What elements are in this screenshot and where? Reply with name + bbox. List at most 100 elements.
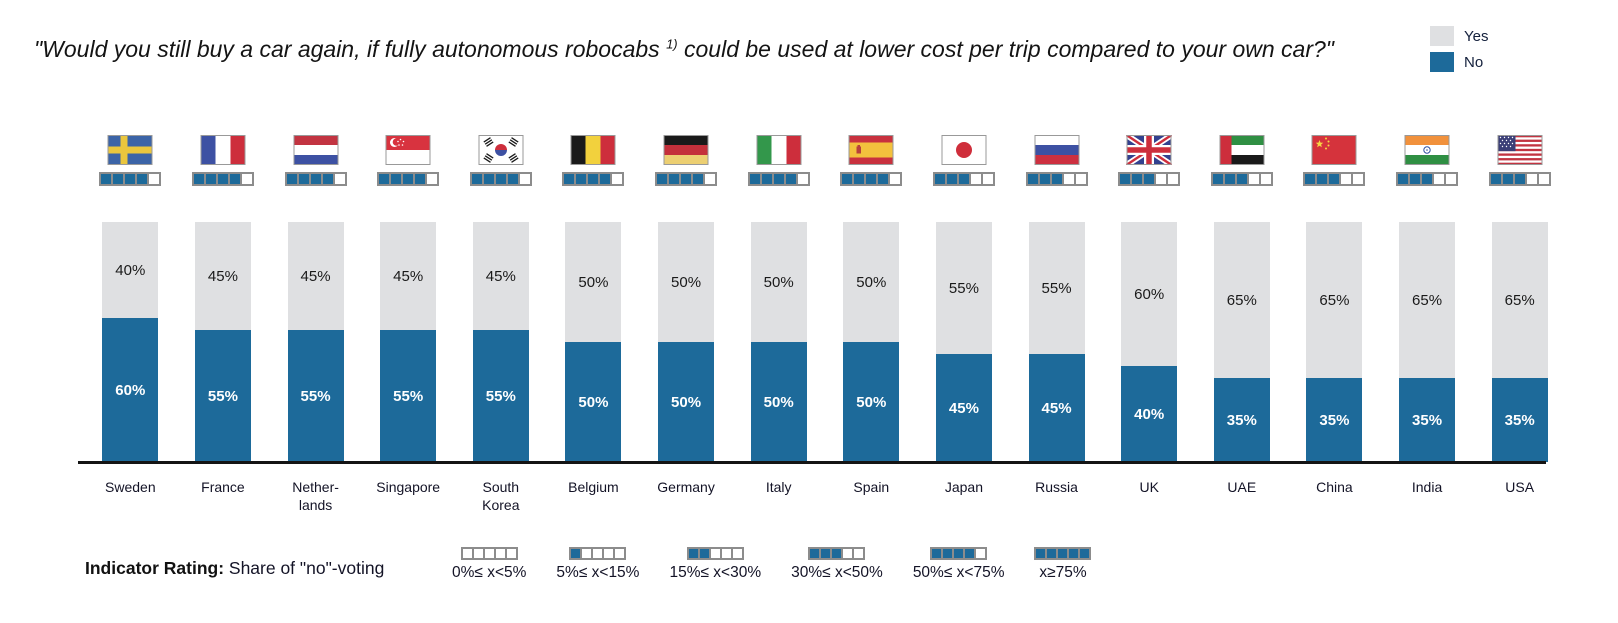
yes-percent-label: 65% xyxy=(1226,291,1257,309)
country-label: Singapore xyxy=(376,479,441,495)
bar-segment-yes: 55% xyxy=(1028,222,1085,354)
indicator-rating xyxy=(377,172,440,186)
flag-russia-icon xyxy=(1034,135,1080,165)
flag-spain-icon xyxy=(848,135,894,165)
no-percent-label: 35% xyxy=(1412,411,1443,429)
bar-segment-yes: 50% xyxy=(658,222,715,342)
country-label: USA xyxy=(1505,479,1535,495)
rating-square-empty xyxy=(504,547,518,560)
country-column-france: 45% 55% France xyxy=(177,135,270,514)
chart-title-suffix: could be used at lower cost per trip com… xyxy=(677,36,1334,62)
bar-segment-no: 50% xyxy=(658,342,715,462)
indicator-rating xyxy=(655,172,718,186)
no-percent-label: 45% xyxy=(1041,399,1072,417)
bar-segment-yes: 45% xyxy=(194,222,251,330)
no-percent-label: 55% xyxy=(393,387,424,405)
indicator-rating xyxy=(1118,172,1181,186)
no-percent-label: 55% xyxy=(485,387,516,405)
rating-bin-label: 15%≤ x<30% xyxy=(669,564,762,581)
bar-segment-yes: 60% xyxy=(1121,222,1178,366)
country-label: Sweden xyxy=(105,479,156,495)
country-label: UK xyxy=(1139,479,1159,495)
country-column-usa: 65% 35% USA xyxy=(1473,135,1566,514)
legend-swatch-no xyxy=(1430,52,1454,72)
country-column-italy: 50% 50% Italy xyxy=(732,135,825,514)
bar-segment-no: 60% xyxy=(102,318,159,462)
rating-bin: 50%≤ x<75% xyxy=(913,547,1004,582)
indicator-rating xyxy=(469,172,532,186)
stacked-bar: 65% 35% xyxy=(1306,222,1363,462)
rating-square-empty xyxy=(1166,172,1181,186)
stacked-bar: 45% 55% xyxy=(380,222,437,462)
rating-bin: x≥75% xyxy=(1034,547,1092,582)
bar-segment-yes: 55% xyxy=(935,222,992,354)
rating-square-empty xyxy=(852,547,866,560)
rating-square-empty xyxy=(239,172,254,186)
flag-japan-icon xyxy=(941,135,987,165)
indicator-rating xyxy=(191,172,254,186)
legend-swatch-yes xyxy=(1430,26,1454,46)
flag-france-icon xyxy=(200,135,246,165)
bar-segment-yes: 65% xyxy=(1306,222,1363,378)
stacked-bar: 45% 55% xyxy=(194,222,251,462)
rating-square-empty xyxy=(888,172,903,186)
chart-title: "Would you still buy a car again, if ful… xyxy=(34,36,1334,63)
no-percent-label: 50% xyxy=(578,393,609,411)
rating-square-empty xyxy=(1258,172,1273,186)
country-column-netherlands: 45% 55% Nether- lands xyxy=(269,135,362,514)
bar-segment-yes: 45% xyxy=(472,222,529,330)
flag-china-icon xyxy=(1311,135,1357,165)
country-column-singapore: 45% 55% Singapore xyxy=(362,135,455,514)
no-percent-label: 35% xyxy=(1504,411,1535,429)
yes-percent-label: 50% xyxy=(578,273,609,291)
country-label: Japan xyxy=(944,479,984,495)
rating-square-empty xyxy=(332,172,347,186)
stacked-bar: 50% 50% xyxy=(750,222,807,462)
rating-square-empty xyxy=(1073,172,1088,186)
bar-segment-yes: 50% xyxy=(750,222,807,342)
stacked-bar: 45% 55% xyxy=(472,222,529,462)
bar-segment-no: 55% xyxy=(287,330,344,462)
yes-percent-label: 40% xyxy=(115,261,146,279)
flag-india-icon xyxy=(1404,135,1450,165)
yes-percent-label: 60% xyxy=(1134,285,1165,303)
flag-sweden-icon xyxy=(107,135,153,165)
rating-square-empty xyxy=(613,547,627,560)
indicator-rating xyxy=(1396,172,1459,186)
indicator-rating xyxy=(808,547,866,560)
yes-percent-label: 45% xyxy=(207,267,238,285)
indicator-rating xyxy=(1488,172,1551,186)
bar-segment-yes: 45% xyxy=(287,222,344,330)
stacked-bar: 50% 50% xyxy=(658,222,715,462)
stacked-bar: 65% 35% xyxy=(1491,222,1548,462)
stacked-bar: 55% 45% xyxy=(1028,222,1085,462)
no-percent-label: 55% xyxy=(300,387,331,405)
stacked-bar: 45% 55% xyxy=(287,222,344,462)
country-column-south-korea: 45% 55% South Korea xyxy=(455,135,548,514)
stacked-bar: 40% 60% xyxy=(102,222,159,462)
indicator-rating xyxy=(1034,547,1092,560)
country-label: UAE xyxy=(1227,479,1257,495)
bar-segment-no: 50% xyxy=(750,342,807,462)
country-column-uk: 60% 40% UK xyxy=(1103,135,1196,514)
legend: Yes No xyxy=(1430,26,1488,72)
indicator-rating xyxy=(562,172,625,186)
indicator-rating xyxy=(460,547,518,560)
indicator-rating xyxy=(1025,172,1088,186)
chart-title-prefix: "Would you still buy a car again, if ful… xyxy=(34,36,667,62)
stacked-bar: 55% 45% xyxy=(935,222,992,462)
bar-segment-no: 40% xyxy=(1121,366,1178,462)
yes-percent-label: 65% xyxy=(1504,291,1535,309)
country-column-china: 65% 35% China xyxy=(1288,135,1381,514)
country-label: Germany xyxy=(657,479,715,495)
flag-singapore-icon xyxy=(385,135,431,165)
no-percent-label: 50% xyxy=(856,393,887,411)
legend-item-yes: Yes xyxy=(1430,26,1488,46)
country-label: Russia xyxy=(1035,479,1078,495)
country-label: India xyxy=(1411,479,1443,495)
country-label: China xyxy=(1316,479,1353,495)
indicator-rating-legend: 0%≤ x<5% 5%≤ x<15% 15%≤ x<30% 30%≤ x<50% 50%… xyxy=(452,547,1092,582)
rating-square-empty xyxy=(980,172,995,186)
legend-label-no: No xyxy=(1464,53,1484,71)
yes-percent-label: 65% xyxy=(1319,291,1350,309)
